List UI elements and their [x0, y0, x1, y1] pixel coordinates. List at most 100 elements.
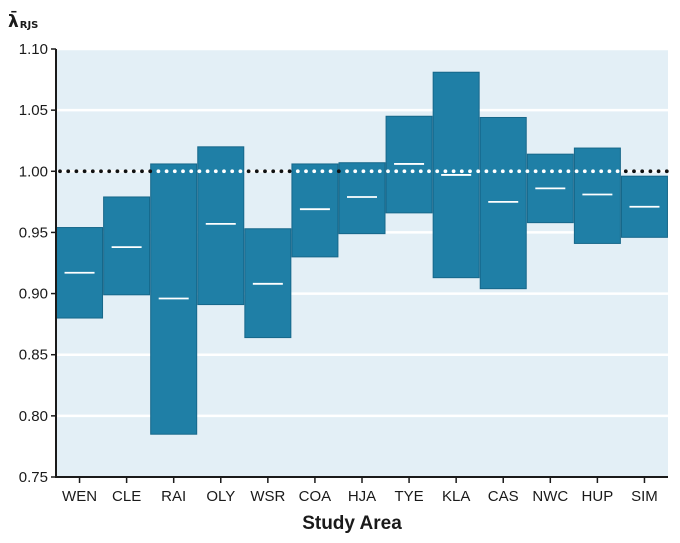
reference-dot	[492, 169, 497, 174]
reference-dot	[172, 169, 177, 174]
y-tick-label: 1.05	[19, 102, 48, 119]
reference-dot	[550, 169, 554, 174]
reference-dot	[148, 169, 153, 174]
reference-dot	[484, 169, 489, 174]
reference-dot	[279, 169, 284, 174]
x-tick-label: CLE	[112, 488, 141, 505]
reference-dot	[410, 169, 415, 174]
reference-dot	[509, 169, 513, 174]
box-rai	[150, 163, 198, 435]
x-tick-label: HUP	[582, 488, 614, 505]
reference-dot	[361, 169, 366, 174]
reference-dot	[295, 169, 300, 174]
reference-dot	[131, 169, 136, 174]
y-tick-label: 0.85	[19, 347, 48, 364]
reference-dot	[312, 169, 317, 174]
reference-dot	[345, 169, 349, 174]
reference-dot	[541, 169, 546, 174]
reference-dot	[418, 169, 423, 174]
reference-dot	[476, 169, 481, 174]
x-axis-label: Study Area	[302, 513, 402, 534]
reference-dot	[90, 169, 95, 174]
reference-dot	[107, 169, 112, 174]
y-tick-label: 0.80	[19, 408, 48, 425]
reference-dot	[238, 169, 243, 174]
reference-dot	[574, 169, 579, 174]
box-tye	[385, 115, 433, 214]
reference-dot	[271, 169, 276, 174]
reference-dot	[648, 169, 653, 174]
reference-dot	[336, 169, 341, 174]
reference-dot	[623, 169, 628, 174]
reference-dot	[386, 169, 390, 174]
box-cas	[479, 116, 527, 290]
reference-dot	[320, 169, 325, 174]
reference-dot	[123, 169, 128, 174]
reference-dot	[353, 169, 358, 174]
reference-dot	[230, 169, 235, 174]
reference-dot	[82, 169, 87, 174]
x-tick-label: SIM	[631, 488, 658, 505]
y-axis-label-main: λ̄	[8, 10, 19, 32]
x-tick-label: CAS	[488, 488, 519, 505]
reference-dot	[500, 169, 505, 174]
y-tick-label: 1.10	[19, 41, 48, 58]
reference-dot	[443, 169, 448, 174]
x-tick-label: NWC	[532, 488, 568, 505]
reference-dot	[66, 169, 71, 174]
reference-dot	[664, 169, 669, 174]
y-tick-label: 1.00	[19, 163, 48, 180]
reference-dot	[615, 169, 620, 174]
reference-dot	[582, 169, 587, 174]
reference-dot	[205, 169, 210, 174]
reference-dot	[254, 169, 259, 174]
boxes	[56, 71, 668, 435]
reference-dot	[222, 169, 226, 174]
box-hja	[338, 162, 386, 235]
reference-dot	[213, 169, 218, 174]
box-coa	[291, 163, 339, 258]
reference-dot	[459, 169, 464, 174]
reference-dot	[263, 169, 267, 174]
x-tick-label: TYE	[394, 488, 423, 505]
x-tick-label: RAI	[161, 488, 186, 505]
x-tick-label: COA	[299, 488, 332, 505]
reference-dot	[115, 169, 120, 174]
box-oly	[197, 146, 245, 306]
box-hup	[573, 147, 621, 244]
reference-dot	[287, 169, 292, 174]
reference-dot	[58, 169, 62, 174]
reference-dot	[164, 169, 169, 174]
reference-dot	[427, 169, 431, 174]
y-tick-label: 0.90	[19, 286, 48, 303]
reference-dot	[156, 169, 161, 174]
reference-dot	[140, 169, 144, 174]
reference-dot	[517, 169, 522, 174]
x-tick-label: WSR	[250, 488, 285, 505]
reference-dot	[394, 169, 399, 174]
reference-line-group	[58, 169, 669, 174]
reference-dot	[533, 169, 538, 174]
reference-dot	[197, 169, 202, 174]
reference-dot	[451, 169, 456, 174]
x-ticks: WEN CLE RAI OLY WSR COA HJA TYE KLA CAS NWC HUP SIM	[62, 477, 658, 505]
reference-dot	[607, 169, 612, 174]
y-axis-label: λ̄RJS	[8, 10, 38, 32]
reference-dot	[640, 169, 645, 174]
x-tick-label: WEN	[62, 488, 97, 505]
reference-dot	[304, 169, 308, 174]
reference-dot	[632, 169, 636, 174]
reference-dot	[402, 169, 407, 174]
x-tick-label: KLA	[442, 488, 470, 505]
reference-dot	[369, 169, 374, 174]
reference-dot	[599, 169, 604, 174]
reference-dot	[74, 169, 79, 174]
reference-dot	[435, 169, 440, 174]
x-tick-label: OLY	[206, 488, 235, 505]
y-ticks: 0.75 0.80 0.85 0.90 0.95 1.00 1.05 1.10	[19, 41, 56, 486]
box-cle	[103, 196, 151, 296]
reference-dot	[558, 169, 563, 174]
reference-dot	[591, 169, 595, 174]
reference-dot	[246, 169, 251, 174]
